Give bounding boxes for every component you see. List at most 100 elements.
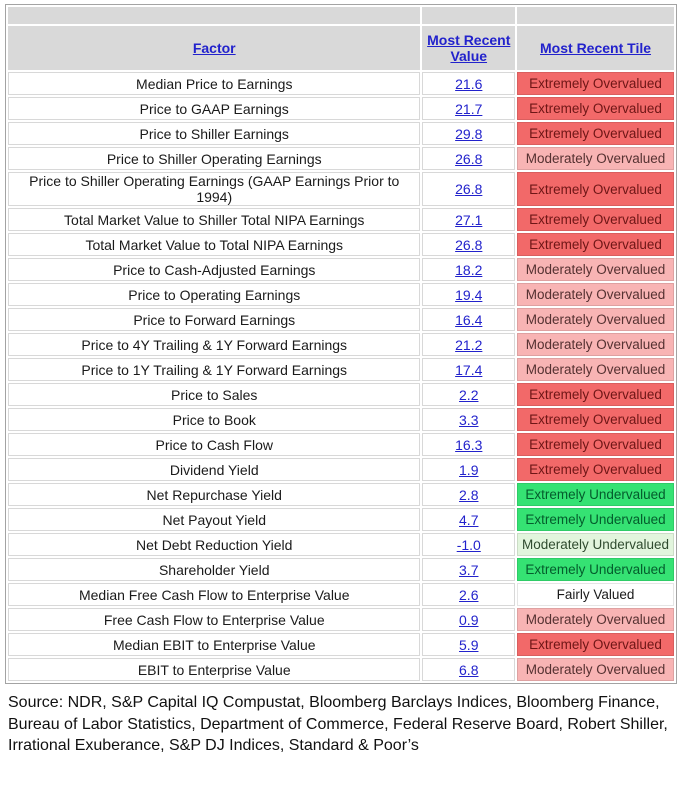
tile-cell: Extremely Overvalued [517,383,674,406]
value-cell: 29.8 [422,122,516,145]
factor-cell: Net Payout Yield [8,508,421,531]
value-link[interactable]: 3.3 [459,411,479,428]
table-row: Price to 4Y Trailing & 1Y Forward Earnin… [8,333,674,356]
factor-cell: Total Market Value to Shiller Total NIPA… [8,208,421,231]
factor-cell: Price to Shiller Operating Earnings [8,147,421,170]
value-link[interactable]: 3.7 [459,561,479,578]
value-cell: 1.9 [422,458,516,481]
value-link[interactable]: 26.8 [455,236,483,253]
factor-cell: Shareholder Yield [8,558,421,581]
table-row: Total Market Value to Shiller Total NIPA… [8,208,674,231]
tile-cell: Extremely Overvalued [517,458,674,481]
value-link[interactable]: 19.4 [455,286,483,303]
value-link[interactable]: 29.8 [455,125,483,142]
factor-cell: Price to Cash-Adjusted Earnings [8,258,421,281]
value-link[interactable]: 6.8 [459,661,479,678]
factor-cell: Median Price to Earnings [8,72,421,95]
table-row: Shareholder Yield 3.7 Extremely Undervalue… [8,558,674,581]
value-cell: 2.2 [422,383,516,406]
tile-cell: Moderately Overvalued [517,258,674,281]
value-link[interactable]: 1.9 [459,461,479,478]
tile-cell: Moderately Overvalued [517,608,674,631]
value-cell: 6.8 [422,658,516,681]
value-cell: 16.4 [422,308,516,331]
value-link[interactable]: 26.8 [455,150,483,167]
value-cell: 18.2 [422,258,516,281]
value-cell: 5.9 [422,633,516,656]
value-link[interactable]: 27.1 [455,211,483,228]
most-recent-tile-header-link[interactable]: Most Recent Tile [540,40,652,56]
table-row: Price to 1Y Trailing & 1Y Forward Earnin… [8,358,674,381]
factor-cell: Price to Sales [8,383,421,406]
table-row: Price to Cash-Adjusted Earnings 18.2 Moder… [8,258,674,281]
tile-cell: Extremely Overvalued [517,172,674,206]
value-cell: 21.6 [422,72,516,95]
most-recent-value-header-cell: Most Recent Value [422,26,516,70]
tile-cell: Extremely Overvalued [517,233,674,256]
spacer-cell-tile [517,7,674,24]
value-cell: 19.4 [422,283,516,306]
tile-cell: Extremely Overvalued [517,72,674,95]
value-cell: 21.2 [422,333,516,356]
value-cell: 3.3 [422,408,516,431]
value-cell: 0.9 [422,608,516,631]
tile-cell: Moderately Overvalued [517,358,674,381]
tile-cell: Extremely Overvalued [517,122,674,145]
table-row: Price to Cash Flow 16.3 Extremely Overvalu… [8,433,674,456]
tile-cell: Moderately Overvalued [517,333,674,356]
factor-cell: Price to Shiller Earnings [8,122,421,145]
value-cell: 16.3 [422,433,516,456]
table-row: Net Repurchase Yield 2.8 Extremely Underva… [8,483,674,506]
value-link[interactable]: 0.9 [459,611,479,628]
table-row: Median Price to Earnings 21.6 Extremely Ov… [8,72,674,95]
tile-cell: Extremely Overvalued [517,408,674,431]
value-link[interactable]: -1.0 [456,536,481,553]
value-link[interactable]: 5.9 [459,636,479,653]
value-link[interactable]: 26.8 [455,181,483,197]
table-row: Price to Book 3.3 Extremely Overvalued [8,408,674,431]
value-link[interactable]: 21.7 [455,100,483,117]
tile-cell: Moderately Overvalued [517,658,674,681]
factor-cell: EBIT to Enterprise Value [8,658,421,681]
tile-cell: Extremely Overvalued [517,208,674,231]
table-row: Price to GAAP Earnings 21.7 Extremely Over… [8,97,674,120]
spacer-cell-value [422,7,516,24]
most-recent-tile-header-cell: Most Recent Tile [517,26,674,70]
tile-cell: Extremely Overvalued [517,633,674,656]
value-link[interactable]: 16.3 [455,436,483,453]
table-row: Net Payout Yield 4.7 Extremely Undervalued [8,508,674,531]
header-spacer-row [8,7,674,24]
table-row: Price to Forward Earnings 16.4 Moderately … [8,308,674,331]
value-link[interactable]: 17.4 [455,361,483,378]
value-link[interactable]: 2.6 [459,586,479,603]
table-row: Price to Shiller Operating Earnings 26.8 M… [8,147,674,170]
spacer-cell-factor [8,7,421,24]
table-row: Median Free Cash Flow to Enterprise Valu… [8,583,674,606]
table-row: EBIT to Enterprise Value 6.8 Moderately Ov… [8,658,674,681]
value-link[interactable]: 18.2 [455,261,483,278]
factor-cell: Free Cash Flow to Enterprise Value [8,608,421,631]
factor-cell: Price to 4Y Trailing & 1Y Forward Earnin… [8,333,421,356]
tile-cell: Moderately Undervalued [517,533,674,556]
value-link[interactable]: 16.4 [455,311,483,328]
value-cell: 3.7 [422,558,516,581]
value-cell: 21.7 [422,97,516,120]
value-cell: 27.1 [422,208,516,231]
most-recent-value-header-link[interactable]: Most Recent Value [427,32,511,64]
tile-cell: Extremely Undervalued [517,508,674,531]
factor-cell: Dividend Yield [8,458,421,481]
source-note: Source: NDR, S&P Capital IQ Compustat, B… [8,694,668,755]
factor-cell: Price to GAAP Earnings [8,97,421,120]
factor-header-link[interactable]: Factor [192,40,236,56]
value-link[interactable]: 21.2 [455,336,483,353]
tile-cell: Extremely Overvalued [517,97,674,120]
value-cell: 2.6 [422,583,516,606]
table-body: Median Price to Earnings 21.6 Extremely Ov… [8,72,674,681]
valuation-factor-table: Factor Most Recent Value Most Recent Til… [5,4,677,684]
value-link[interactable]: 4.7 [459,511,479,528]
value-link[interactable]: 2.2 [459,386,479,403]
value-link[interactable]: 2.8 [459,486,479,503]
value-link[interactable]: 21.6 [455,75,483,92]
table-row: Price to Sales 2.2 Extremely Overvalued [8,383,674,406]
table-row: Dividend Yield 1.9 Extremely Overvalued [8,458,674,481]
